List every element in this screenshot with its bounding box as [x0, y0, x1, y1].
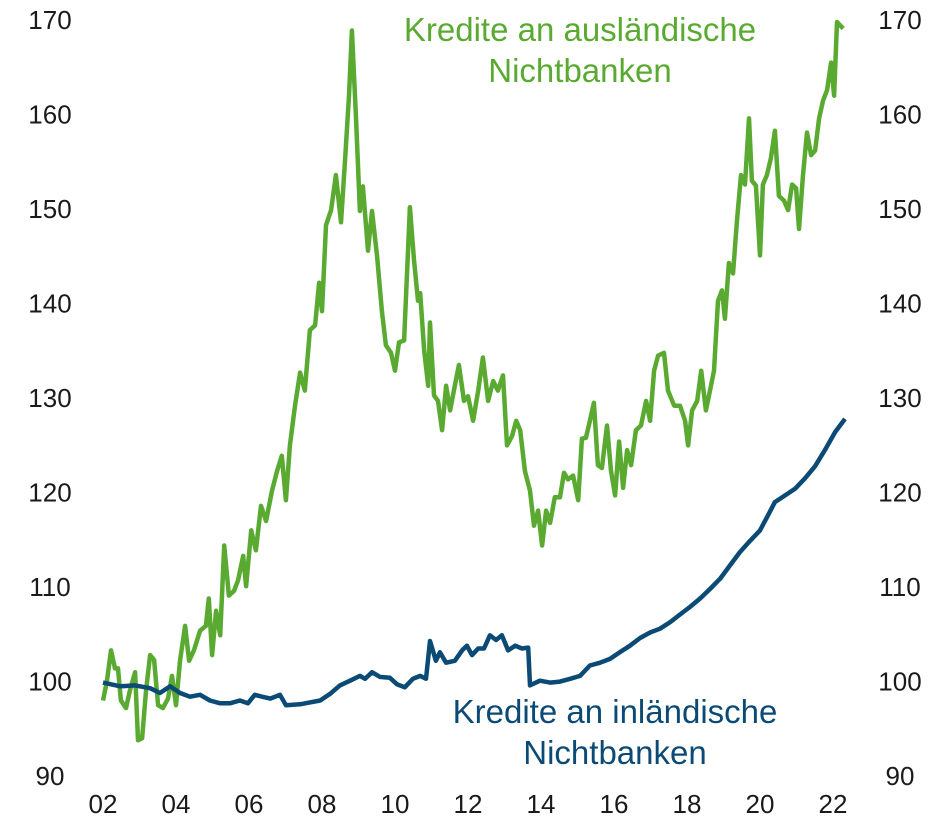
x-tick-label: 16 [600, 789, 629, 819]
x-tick-label: 18 [673, 789, 702, 819]
y-tick-label: 140 [28, 288, 71, 318]
y-tick-label: 160 [28, 99, 71, 129]
y2-tick-label: 130 [878, 383, 921, 413]
x-tick-label: 22 [818, 789, 847, 819]
series-label: Kredite an ausländische Nichtbanken [403, 11, 757, 89]
y-tick-label: 150 [28, 194, 71, 224]
y-tick-label: 170 [28, 5, 71, 35]
series-line [100, 19, 845, 743]
series-line [102, 417, 847, 708]
y-tick-label: 120 [28, 477, 71, 507]
x-tick-label: 08 [308, 789, 337, 819]
x-tick-label: 04 [162, 789, 191, 819]
y2-tick-label: 100 [878, 666, 921, 696]
x-tick-label: 06 [235, 789, 264, 819]
y-tick-label: 110 [29, 572, 70, 602]
y2-tick-label: 160 [878, 99, 921, 129]
series-label: Kredite an inländische Nichtbanken [452, 693, 778, 771]
y2-tick-label: 150 [878, 194, 921, 224]
x-tick-label: 20 [745, 789, 774, 819]
x-tick-label: 12 [454, 789, 483, 819]
y2-tick-label: 120 [878, 477, 921, 507]
y-tick-label: 90 [36, 761, 65, 791]
y-tick-label: 130 [28, 383, 71, 413]
y2-tick-label: 170 [878, 5, 921, 35]
y2-tick-label: 110 [879, 572, 920, 602]
x-tick-label: 10 [381, 789, 410, 819]
x-tick-label: 02 [89, 789, 118, 819]
y2-tick-label: 90 [886, 761, 915, 791]
y2-tick-label: 140 [878, 288, 921, 318]
x-tick-label: 14 [527, 789, 556, 819]
y-tick-label: 100 [28, 666, 71, 696]
